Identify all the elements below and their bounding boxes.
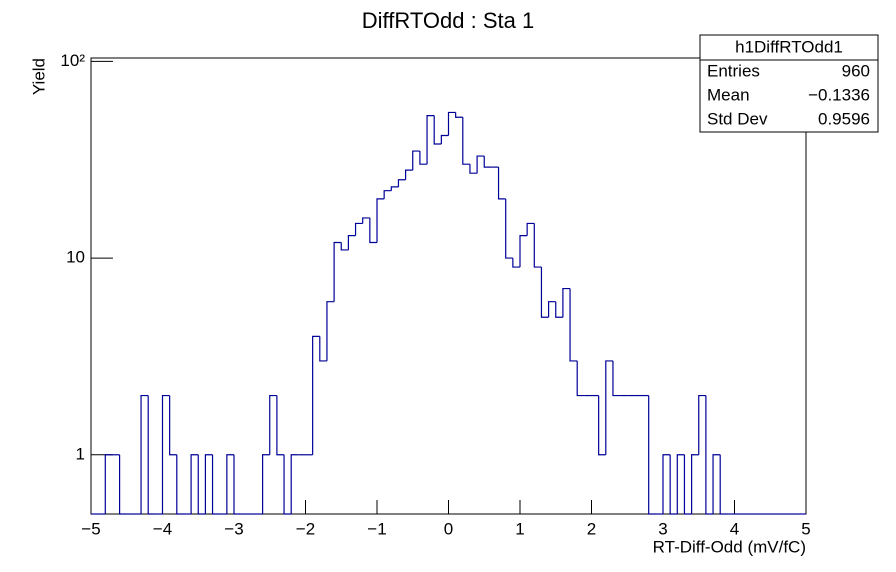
x-tick-label: 2	[587, 519, 596, 538]
histogram-bin	[405, 169, 413, 180]
histogram-bin	[605, 360, 613, 455]
stats-box	[699, 34, 879, 133]
stats-value: −0.1336	[808, 85, 870, 104]
histogram-bin	[362, 217, 370, 224]
histogram-bin	[347, 235, 356, 250]
histogram-bin	[483, 156, 492, 168]
histogram-bin	[569, 288, 578, 362]
histogram-bin	[712, 454, 721, 514]
histogram-bin	[104, 454, 113, 514]
x-tick-label: −4	[153, 519, 172, 538]
stats-label: Std Dev	[707, 109, 768, 128]
histogram-bin	[548, 301, 556, 318]
histogram-bin	[576, 360, 585, 397]
histogram-bin	[397, 179, 406, 187]
y-tick-label: 10	[66, 248, 85, 267]
histogram-bin	[512, 258, 520, 268]
histogram-bin	[691, 454, 699, 514]
histogram-bin	[197, 454, 206, 515]
histogram-bin	[204, 454, 213, 514]
histogram-bin	[326, 301, 335, 361]
histogram-bin	[419, 151, 428, 165]
x-tick-label: 1	[515, 519, 524, 538]
histogram-bin	[683, 454, 692, 515]
histogram-bin	[233, 454, 242, 515]
histogram-bin	[147, 395, 156, 515]
histogram-bin	[562, 287, 571, 318]
histogram-bin	[555, 301, 563, 318]
x-tick-label: 4	[730, 519, 739, 538]
x-tick-label: 0	[444, 519, 453, 538]
histogram-bin	[319, 336, 327, 362]
histogram-bin	[383, 190, 392, 199]
y-tick-label: 1	[76, 444, 85, 463]
histogram-bin	[211, 454, 220, 515]
histogram-bin	[140, 394, 149, 514]
histogram-bin	[333, 241, 342, 302]
x-tick-label: −5	[81, 519, 100, 538]
stats-value: 0.9596	[818, 109, 870, 128]
y-tick-label: 10²	[60, 51, 85, 70]
histogram-bin	[669, 454, 678, 515]
histogram-bin	[469, 164, 478, 174]
histogram-bin	[433, 115, 442, 145]
x-tick-label: −1	[367, 519, 386, 538]
histogram-bin	[698, 394, 706, 455]
x-tick-label: 3	[658, 519, 667, 538]
histogram-bin	[526, 222, 535, 236]
histogram-bin	[476, 155, 485, 174]
histogram-bin	[598, 395, 606, 456]
histogram-bin	[447, 111, 456, 136]
histogram-bin	[283, 454, 292, 515]
histogram-bin	[497, 167, 506, 200]
histogram-bin	[169, 395, 177, 456]
histogram-bin	[519, 235, 528, 268]
stats-label: Mean	[707, 85, 750, 104]
histogram-bin	[662, 454, 671, 514]
histogram-bin	[269, 394, 277, 455]
histogram-bin	[676, 454, 685, 514]
histogram-bin	[505, 198, 513, 259]
histogram-bin	[462, 117, 470, 165]
histogram-bin	[290, 454, 299, 514]
histogram-bin	[190, 454, 199, 514]
histogram-bin	[648, 395, 656, 515]
histogram-bin	[340, 242, 349, 251]
histogram-bin	[705, 395, 714, 515]
x-tick-label: −3	[224, 519, 243, 538]
histogram-bin	[276, 395, 285, 456]
histogram-bin	[455, 112, 463, 118]
histogram-bin	[176, 454, 184, 515]
histogram-bin	[612, 360, 621, 397]
histogram-bin	[533, 223, 542, 268]
histogram-bin	[354, 222, 363, 236]
histogram-bin	[540, 267, 549, 318]
x-axis-label: RT-Diff-Odd (mV/fC)	[653, 537, 806, 556]
x-tick-label: −2	[296, 519, 315, 538]
histogram-bin	[312, 335, 320, 455]
stats-value: 960	[842, 61, 870, 80]
histogram-bin	[262, 454, 270, 514]
histogram-bin	[226, 454, 234, 514]
x-tick-label: 5	[801, 519, 810, 538]
histogram-bin	[161, 394, 170, 514]
stats-title: h1DiffRTOdd1	[735, 37, 843, 56]
histogram-bin	[390, 186, 399, 191]
chart-title: DiffRTOdd : Sta 1	[362, 8, 534, 33]
histogram-bin	[412, 150, 420, 171]
histogram-bin	[376, 198, 385, 243]
y-axis-label: Yield	[29, 58, 48, 95]
histogram-bin	[426, 114, 435, 165]
stats-label: Entries	[707, 61, 760, 80]
histogram-bin	[119, 454, 127, 515]
histogram-bin	[440, 134, 449, 145]
histogram-bin	[369, 217, 377, 244]
histogram-bin	[719, 454, 728, 515]
